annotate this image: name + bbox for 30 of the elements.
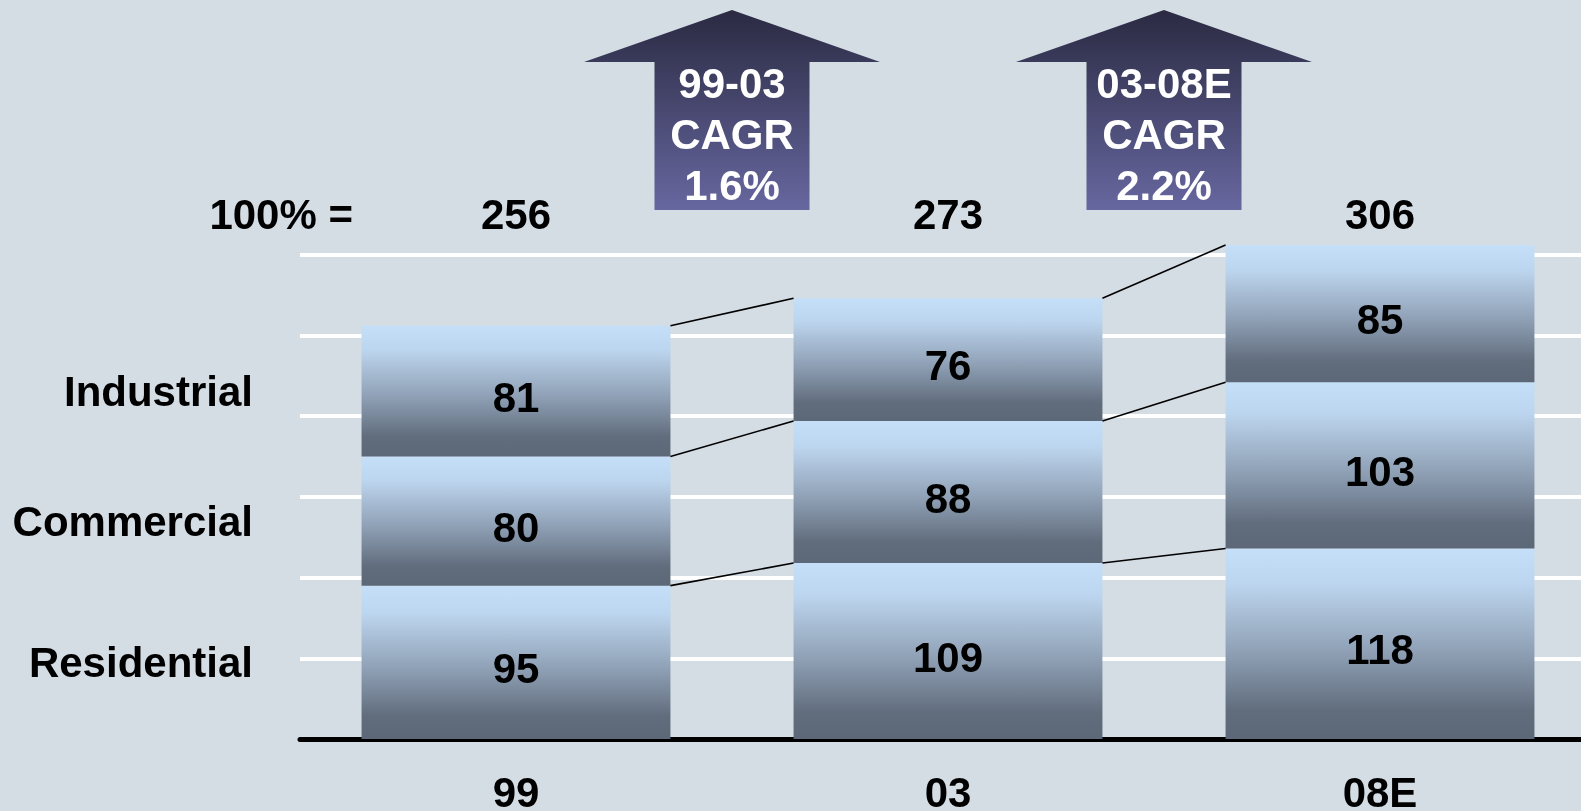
data-label: 95 xyxy=(492,644,540,692)
total-label: 273 xyxy=(912,191,984,238)
text: 100% = xyxy=(209,191,353,238)
bar xyxy=(361,456,671,586)
data-label: 80 xyxy=(492,503,540,551)
x-tick-label: 99 xyxy=(492,768,540,811)
data-label: 85 xyxy=(1356,296,1404,344)
data-label: 109 xyxy=(912,633,984,681)
bar xyxy=(1225,382,1535,549)
bar xyxy=(793,298,1103,421)
text: Residential xyxy=(28,638,253,686)
total-label: 306 xyxy=(1344,191,1416,238)
bar xyxy=(793,420,1103,564)
data-label: 118 xyxy=(1346,626,1414,674)
bar xyxy=(361,325,671,457)
text: Industrial xyxy=(63,367,253,415)
text: 99-03 CAGR 1.6% xyxy=(670,60,794,209)
text: Commercial xyxy=(12,497,253,545)
bar xyxy=(793,563,1103,739)
x-tick-label: 08E xyxy=(1342,768,1418,811)
data-label: 88 xyxy=(924,474,972,522)
data-label: 76 xyxy=(924,342,972,390)
total-label: 256 xyxy=(480,191,552,238)
bar xyxy=(1225,548,1535,739)
bar xyxy=(1225,245,1535,383)
text: 03-08E CAGR 2.2% xyxy=(1096,60,1232,209)
bar xyxy=(361,585,671,739)
data-label: 81 xyxy=(492,373,540,421)
data-label: 103 xyxy=(1344,447,1416,495)
x-tick-label: 03 xyxy=(924,768,972,811)
